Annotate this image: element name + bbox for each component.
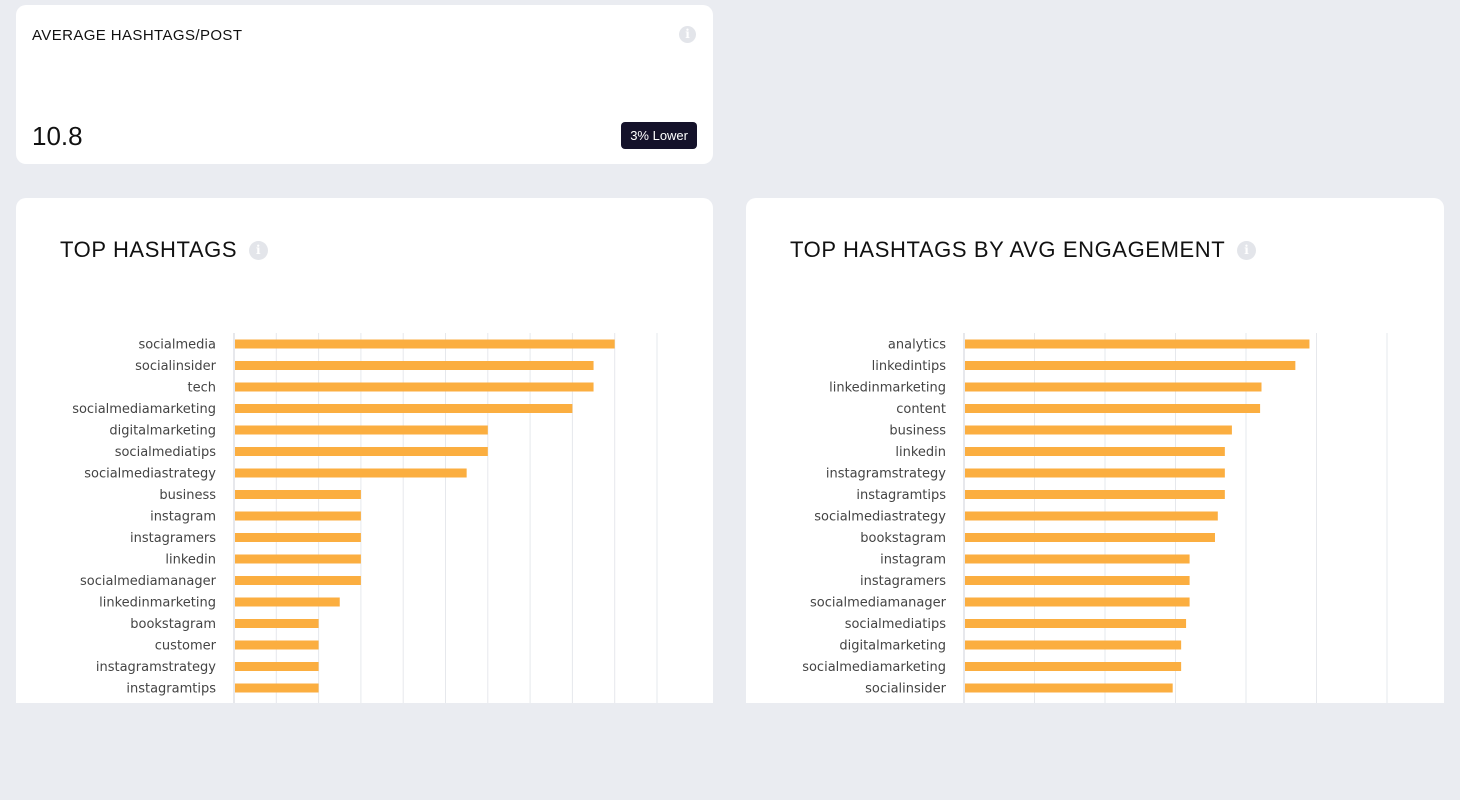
category-label: tech — [188, 381, 216, 396]
category-label: instagramstrategy — [826, 467, 946, 482]
bar[interactable] — [235, 640, 319, 650]
info-icon[interactable]: i — [249, 240, 269, 260]
bar[interactable] — [235, 425, 488, 435]
average-hashtags-card: AVERAGE HASHTAGS/POST i 10.8 3% Lower — [16, 5, 713, 164]
bar[interactable] — [235, 361, 594, 370]
average-hashtags-value: 10.8 — [32, 121, 83, 151]
bar[interactable] — [235, 533, 361, 542]
bar[interactable] — [965, 662, 1182, 671]
bar[interactable] — [235, 619, 319, 628]
bar[interactable] — [965, 468, 1225, 478]
category-label: bookstagram — [130, 617, 216, 632]
bar[interactable] — [965, 447, 1225, 456]
category-label: instagram — [880, 553, 946, 568]
bar[interactable] — [965, 425, 1232, 435]
bar[interactable] — [965, 511, 1218, 521]
bar[interactable] — [965, 533, 1215, 542]
category-label: socialinsider — [135, 359, 217, 374]
category-label: business — [159, 488, 216, 503]
top-hashtags-chart: socialmedia socialinsider tech socialmediam… — [72, 333, 658, 703]
category-label: socialinsider — [865, 682, 947, 697]
bar[interactable] — [965, 640, 1182, 650]
bar[interactable] — [235, 490, 361, 499]
comparison-badge: 3% Lower — [621, 122, 697, 149]
bar[interactable] — [965, 554, 1190, 564]
average-hashtags-title: AVERAGE HASHTAGS/POST — [32, 27, 243, 44]
bar[interactable] — [965, 683, 1173, 693]
category-label: instagramstrategy — [96, 660, 216, 675]
bar[interactable] — [235, 683, 319, 693]
bar[interactable] — [235, 662, 319, 671]
category-label: socialmediamarketing — [72, 402, 216, 417]
category-label: linkedinmarketing — [829, 381, 946, 396]
category-label: instagramtips — [856, 488, 946, 503]
bar[interactable] — [235, 554, 361, 564]
bar[interactable] — [235, 404, 573, 413]
category-label: digitalmarketing — [109, 424, 216, 439]
bar[interactable] — [965, 382, 1262, 392]
info-icon[interactable]: i — [679, 26, 696, 43]
category-label: linkedinmarketing — [99, 596, 216, 611]
top-engagement-header: TOP HASHTAGS BY AVG ENGAGEMENT i — [790, 237, 1257, 263]
bar[interactable] — [235, 597, 340, 607]
category-label: instagram — [150, 510, 216, 525]
category-label: customer — [155, 639, 217, 654]
bar[interactable] — [965, 619, 1187, 628]
category-label: socialmediatips — [115, 445, 217, 460]
top-hashtags-title: TOP HASHTAGS — [60, 237, 238, 262]
bar[interactable] — [965, 404, 1261, 413]
category-label: socialmediamanager — [80, 574, 217, 589]
category-label: linkedin — [165, 553, 216, 568]
category-label: socialmediamarketing — [802, 660, 946, 675]
info-icon[interactable]: i — [1237, 240, 1257, 260]
bar[interactable] — [235, 382, 594, 392]
bar[interactable] — [235, 576, 361, 585]
category-label: socialmediastrategy — [84, 467, 216, 482]
category-label: socialmediatips — [845, 617, 947, 632]
category-label: linkedin — [895, 445, 946, 460]
category-label: socialmedia — [138, 338, 216, 353]
category-label: content — [896, 402, 946, 417]
bar[interactable] — [965, 597, 1190, 607]
category-label: instagramtips — [126, 682, 216, 697]
category-label: analytics — [888, 338, 946, 353]
top-engagement-chart: analytics linkedintips linkedinmarketing co… — [802, 333, 1388, 703]
category-label: instagramers — [860, 574, 946, 589]
category-label: linkedintips — [872, 359, 947, 374]
top-hashtags-header: TOP HASHTAGS i — [60, 237, 269, 263]
bar[interactable] — [235, 468, 467, 478]
category-label: instagramers — [130, 531, 216, 546]
top-engagement-card: TOP HASHTAGS BY AVG ENGAGEMENT i analyti… — [746, 198, 1444, 703]
category-label: socialmediamanager — [810, 596, 947, 611]
bar[interactable] — [965, 576, 1190, 585]
category-label: bookstagram — [860, 531, 946, 546]
bar[interactable] — [235, 339, 615, 349]
bar[interactable] — [965, 339, 1310, 349]
bar[interactable] — [965, 490, 1225, 499]
bar[interactable] — [965, 361, 1296, 370]
top-hashtags-card: TOP HASHTAGS i socialmedia socialinsider t… — [16, 198, 713, 703]
category-label: business — [889, 424, 946, 439]
category-label: socialmediastrategy — [814, 510, 946, 525]
bar[interactable] — [235, 447, 488, 456]
top-engagement-title: TOP HASHTAGS BY AVG ENGAGEMENT — [790, 237, 1226, 262]
bar[interactable] — [235, 511, 361, 521]
category-label: digitalmarketing — [839, 639, 946, 654]
